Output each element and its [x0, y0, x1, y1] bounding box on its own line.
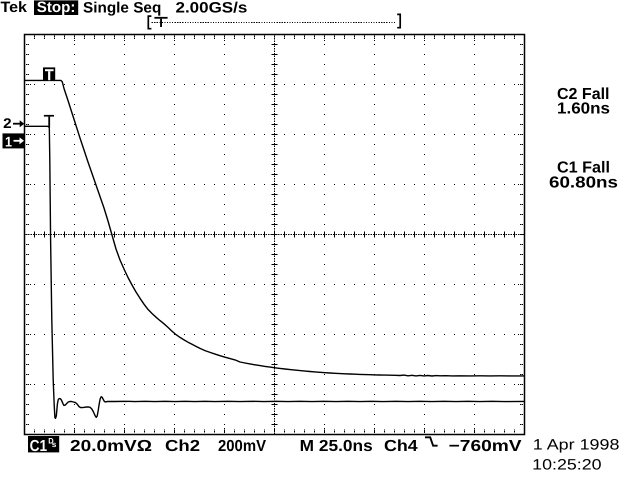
svg-text:M 25.0ns: M 25.0ns	[300, 438, 373, 455]
svg-text:1: 1	[5, 134, 12, 150]
svg-text:Stop:: Stop:	[37, 0, 76, 16]
svg-text:2.00GS/s: 2.00GS/s	[176, 0, 248, 16]
svg-text:1 Apr 1998: 1 Apr 1998	[533, 437, 620, 454]
svg-text:10:25:20: 10:25:20	[532, 456, 601, 473]
svg-text:20.0mVΩ: 20.0mVΩ	[70, 438, 152, 455]
svg-text:Ch2: Ch2	[165, 438, 200, 455]
svg-text:Tek: Tek	[1, 0, 28, 16]
svg-text:C1: C1	[30, 438, 48, 455]
svg-text:Single Seq: Single Seq	[83, 0, 161, 16]
svg-text:Ch4: Ch4	[384, 438, 418, 455]
svg-text:D: D	[48, 437, 54, 446]
svg-text:C2 Fall: C2 Fall	[557, 86, 610, 103]
svg-text:2: 2	[3, 115, 12, 131]
svg-text:−760mV: −760mV	[449, 438, 522, 455]
svg-text:C1 Fall: C1 Fall	[557, 159, 610, 176]
svg-text:s: s	[52, 440, 57, 449]
svg-text:200mV: 200mV	[218, 438, 266, 455]
svg-text:60.80ns: 60.80ns	[549, 174, 618, 191]
svg-text:1.60ns: 1.60ns	[557, 100, 610, 117]
